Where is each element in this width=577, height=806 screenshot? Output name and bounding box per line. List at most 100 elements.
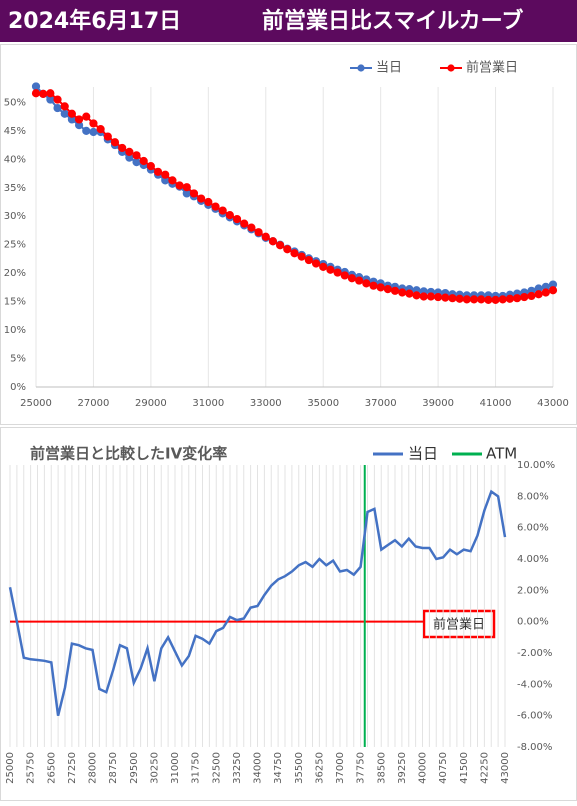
point: [491, 295, 500, 305]
legend-marker: [357, 64, 365, 72]
point: [96, 125, 105, 134]
x-tick-label: 33250: [232, 752, 243, 784]
x-tick-label: 40750: [438, 752, 449, 784]
x-tick-label: 39250: [397, 752, 408, 784]
point: [197, 194, 206, 203]
point: [261, 232, 270, 241]
x-tick-label: 28750: [108, 752, 119, 784]
point: [31, 82, 41, 91]
x-tick-label: 36250: [314, 752, 325, 784]
x-tick-label: 34750: [273, 752, 284, 784]
point: [505, 294, 515, 303]
header-title: 前営業日比スマイルカーブ: [262, 8, 523, 34]
point: [175, 181, 184, 190]
point: [311, 259, 321, 268]
point: [189, 189, 199, 198]
y2-tick-label: -6.00%: [517, 711, 552, 722]
x-tick-label: 26500: [46, 752, 57, 784]
point: [168, 176, 177, 185]
point: [347, 274, 357, 283]
x-tick-label: 37000: [335, 752, 346, 784]
point: [53, 103, 62, 113]
x-tick-label: 41500: [459, 752, 470, 784]
legend-label: 前営業日: [466, 60, 518, 76]
point: [340, 271, 349, 280]
legend-label: 当日: [408, 445, 438, 463]
legend-label: ATM: [486, 445, 517, 463]
point: [146, 162, 155, 171]
x-tick-label: 39000: [422, 398, 454, 409]
point: [462, 295, 471, 304]
y-tick-label: 20%: [4, 268, 26, 279]
x-tick-label: 42250: [479, 752, 490, 784]
point: [419, 292, 428, 301]
x-tick-label: 25750: [26, 752, 37, 784]
point: [240, 219, 249, 228]
point: [46, 89, 55, 98]
point: [82, 126, 91, 135]
point: [477, 295, 486, 304]
y2-tick-label: 0.00%: [517, 617, 549, 628]
x-tick-label: 37750: [356, 752, 367, 784]
point: [319, 262, 328, 271]
point: [484, 295, 493, 305]
point: [304, 255, 313, 265]
y2-tick-label: 10.00%: [517, 460, 555, 471]
x-tick-label: 27250: [67, 752, 78, 784]
chart-title: 前営業日と比較したIV変化率: [30, 445, 227, 463]
point: [448, 294, 457, 303]
point: [161, 170, 170, 179]
reference-label: 前営業日: [433, 617, 485, 633]
point: [362, 279, 371, 288]
point: [74, 115, 84, 124]
legend-label: 当日: [376, 61, 402, 76]
point: [89, 127, 98, 137]
point: [60, 102, 69, 111]
y-tick-label: 50%: [4, 97, 26, 108]
legend-marker: [447, 64, 455, 72]
header-bar: [0, 0, 577, 42]
chart-panel: [0, 44, 577, 425]
point: [283, 245, 292, 254]
y2-tick-label: 8.00%: [517, 491, 549, 502]
y-tick-label: 40%: [4, 154, 26, 165]
y-tick-label: 15%: [4, 297, 26, 308]
x-tick-label: 43000: [537, 398, 569, 409]
x-tick-label: 31000: [170, 752, 181, 784]
point: [383, 284, 392, 294]
point: [297, 252, 306, 261]
x-tick-label: 29000: [135, 398, 167, 409]
point: [89, 119, 98, 128]
x-tick-label: 30250: [149, 752, 160, 784]
x-tick-label: 40000: [418, 752, 429, 784]
point: [110, 138, 120, 147]
point: [103, 132, 112, 141]
point: [426, 292, 436, 301]
point: [225, 210, 234, 220]
point: [39, 89, 48, 98]
y2-tick-label: -4.00%: [517, 679, 552, 690]
x-tick-label: 37000: [365, 398, 397, 409]
x-tick-label: 28000: [88, 752, 99, 784]
y-tick-label: 5%: [10, 354, 26, 365]
y-tick-label: 25%: [4, 240, 26, 251]
y-tick-label: 30%: [4, 211, 26, 222]
point: [326, 265, 335, 274]
point: [132, 151, 141, 160]
y2-tick-label: -8.00%: [517, 742, 552, 753]
point: [211, 202, 220, 211]
point: [541, 288, 550, 297]
point: [548, 286, 558, 295]
point: [218, 206, 227, 215]
point: [520, 292, 529, 302]
y-tick-label: 10%: [4, 325, 26, 336]
x-tick-label: 41000: [480, 398, 512, 409]
x-tick-label: 38500: [376, 752, 387, 784]
x-tick-label: 35500: [294, 752, 305, 784]
x-tick-label: 31000: [192, 398, 224, 409]
point: [53, 95, 62, 104]
point: [527, 291, 536, 301]
point: [498, 295, 507, 304]
point: [67, 109, 77, 118]
point: [254, 228, 263, 237]
